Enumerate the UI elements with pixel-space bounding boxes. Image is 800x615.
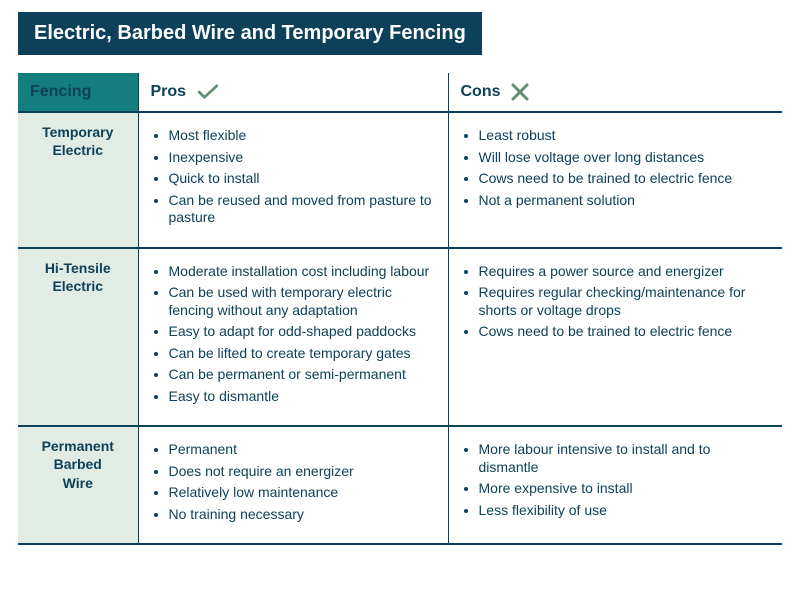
cons-cell: Requires a power source and energizer Req… bbox=[448, 248, 782, 427]
page-title: Electric, Barbed Wire and Temporary Fenc… bbox=[18, 12, 482, 55]
pros-list: Permanent Does not require an energizer Re… bbox=[151, 441, 436, 523]
cons-list: Requires a power source and energizer Req… bbox=[461, 263, 771, 341]
list-item: Can be reused and moved from pasture to … bbox=[169, 192, 436, 227]
list-item: Easy to adapt for odd-shaped paddocks bbox=[169, 323, 436, 341]
list-item: Easy to dismantle bbox=[169, 388, 436, 406]
fencing-comparison-table: Fencing Pros Cons TemporaryElectricMost … bbox=[18, 73, 782, 545]
table-row: PermanentBarbedWire Permanent Does not req… bbox=[18, 426, 782, 544]
list-item: Cows need to be trained to electric fenc… bbox=[479, 323, 771, 341]
header-fencing: Fencing bbox=[18, 73, 138, 112]
list-item: Can be lifted to create temporary gates bbox=[169, 345, 436, 363]
pros-cell: Most flexible Inexpensive Quick to install… bbox=[138, 112, 448, 248]
list-item: No training necessary bbox=[169, 506, 436, 524]
list-item: Requires regular checking/maintenance fo… bbox=[479, 284, 771, 319]
pros-cell: Moderate installation cost including lab… bbox=[138, 248, 448, 427]
row-label: PermanentBarbedWire bbox=[18, 426, 138, 544]
header-pros-label: Pros bbox=[151, 83, 187, 100]
table-body: TemporaryElectric Most flexible Inexpensiv… bbox=[18, 112, 782, 544]
table-row: TemporaryElectric Most flexible Inexpensiv… bbox=[18, 112, 782, 248]
cons-list: Least robust Will lose voltage over long … bbox=[461, 127, 771, 209]
list-item: Most flexible bbox=[169, 127, 436, 145]
table-header-row: Fencing Pros Cons bbox=[18, 73, 782, 112]
list-item: Quick to install bbox=[169, 170, 436, 188]
list-item: Least robust bbox=[479, 127, 771, 145]
list-item: Relatively low maintenance bbox=[169, 484, 436, 502]
list-item: Permanent bbox=[169, 441, 436, 459]
header-pros: Pros bbox=[138, 73, 448, 112]
list-item: Cows need to be trained to electric fenc… bbox=[479, 170, 771, 188]
cons-cell: Least robust Will lose voltage over long … bbox=[448, 112, 782, 248]
pros-list: Most flexible Inexpensive Quick to install… bbox=[151, 127, 436, 227]
list-item: Does not require an energizer bbox=[169, 463, 436, 481]
pros-list: Moderate installation cost including lab… bbox=[151, 263, 436, 406]
cons-list: More labour intensive to install and to … bbox=[461, 441, 771, 519]
list-item: Requires a power source and energizer bbox=[479, 263, 771, 281]
pros-cell: Permanent Does not require an energizer Re… bbox=[138, 426, 448, 544]
cons-cell: More labour intensive to install and to … bbox=[448, 426, 782, 544]
list-item: Will lose voltage over long distances bbox=[479, 149, 771, 167]
x-icon bbox=[511, 83, 529, 101]
header-cons-label: Cons bbox=[461, 83, 501, 100]
check-icon bbox=[197, 84, 219, 100]
row-label: TemporaryElectric bbox=[18, 112, 138, 248]
row-label: Hi-TensileElectric bbox=[18, 248, 138, 427]
table-row: Hi-TensileElectric Moderate installation … bbox=[18, 248, 782, 427]
list-item: Less flexibility of use bbox=[479, 502, 771, 520]
list-item: Moderate installation cost including lab… bbox=[169, 263, 436, 281]
list-item: More labour intensive to install and to … bbox=[479, 441, 771, 476]
list-item: Can be used with temporary electric fenc… bbox=[169, 284, 436, 319]
list-item: Not a permanent solution bbox=[479, 192, 771, 210]
header-cons: Cons bbox=[448, 73, 782, 112]
list-item: Inexpensive bbox=[169, 149, 436, 167]
list-item: More expensive to install bbox=[479, 480, 771, 498]
list-item: Can be permanent or semi-permanent bbox=[169, 366, 436, 384]
